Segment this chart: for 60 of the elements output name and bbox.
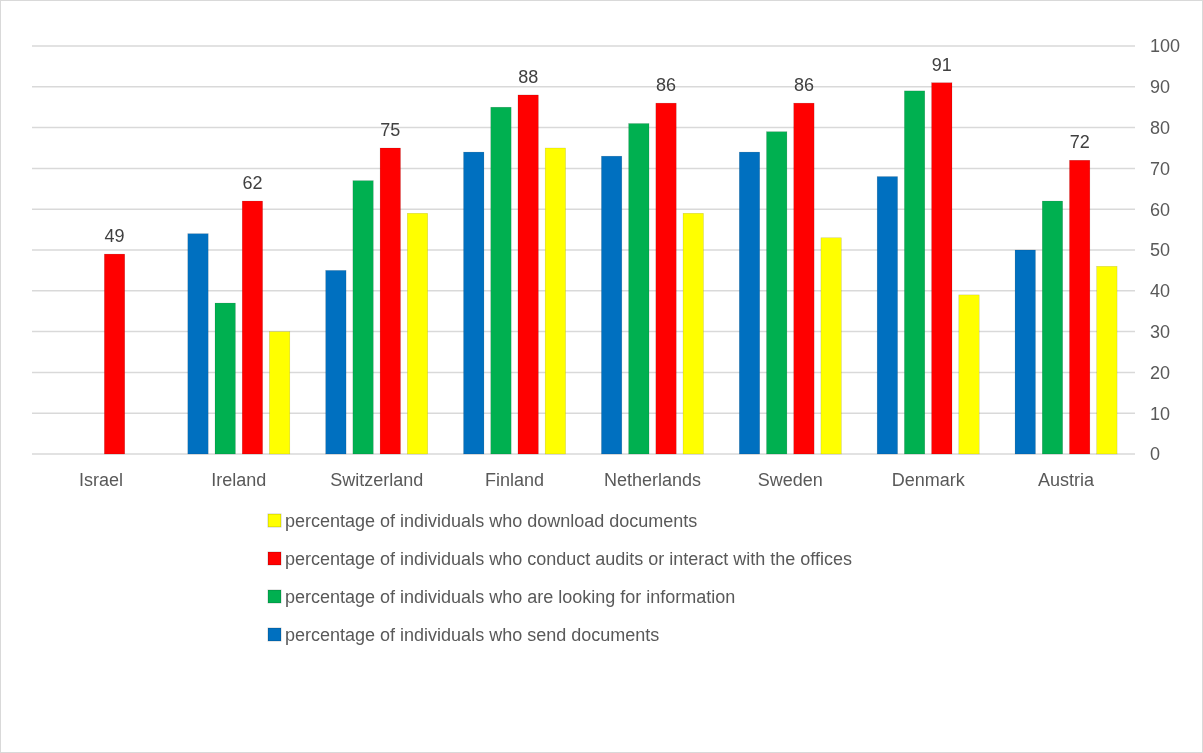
- bar: [352, 180, 374, 455]
- bar: [601, 155, 623, 455]
- legend-label: percentage of individuals who download documents: [285, 511, 698, 532]
- x-tick-label: Denmark: [891, 470, 966, 490]
- bar: [876, 176, 898, 455]
- bar: [1042, 200, 1063, 455]
- x-tick-label: Israel: [78, 470, 123, 490]
- bar: [628, 123, 650, 455]
- x-tick-label: Finland: [485, 470, 545, 490]
- bar: [793, 102, 815, 455]
- bar: [104, 253, 125, 455]
- bar: [269, 331, 291, 455]
- y-tick-label: 40: [1150, 281, 1171, 302]
- bar: [1069, 159, 1091, 455]
- bar: [325, 270, 347, 455]
- x-tick-label: Ireland: [211, 470, 267, 490]
- y-tick-label: 80: [1150, 117, 1171, 138]
- legend-label: percentage of individuals who send documents: [285, 625, 660, 646]
- y-tick-label: 10: [1150, 403, 1171, 424]
- data-label: 86: [656, 75, 677, 96]
- data-label: 86: [793, 75, 814, 96]
- bar: [463, 151, 485, 455]
- bar: [544, 147, 566, 455]
- legend-label: percentage of individuals who conduct audits or interact with the offices: [285, 549, 852, 570]
- y-tick-label: 50: [1150, 240, 1171, 261]
- data-label: 49: [104, 226, 125, 247]
- legend-label: percentage of individuals who are looking for information: [285, 587, 736, 608]
- data-label: 88: [518, 66, 539, 87]
- bar: [931, 82, 953, 455]
- bar: [655, 102, 677, 455]
- x-tick-label: Switzerland: [330, 470, 424, 490]
- bar: [766, 131, 788, 455]
- y-tick-label: 100: [1150, 36, 1181, 57]
- y-tick-label: 90: [1150, 77, 1171, 98]
- data-label: 91: [931, 54, 952, 75]
- y-tick-label: 60: [1150, 199, 1171, 220]
- data-label: 72: [1069, 132, 1090, 153]
- bar: [517, 94, 539, 455]
- y-tick-label: 30: [1150, 321, 1171, 342]
- y-tick-label: 20: [1150, 362, 1171, 383]
- bar: [958, 294, 980, 455]
- bar: [1014, 249, 1036, 455]
- bar: [1096, 266, 1118, 455]
- bar: [490, 106, 512, 455]
- bar: [241, 200, 263, 455]
- bar: [820, 237, 842, 455]
- bar: [214, 302, 236, 455]
- x-tick-label: Austria: [1038, 470, 1096, 490]
- bar: [739, 151, 760, 455]
- bar: [682, 213, 704, 455]
- bar: [904, 90, 926, 455]
- bar: [379, 147, 401, 455]
- y-tick-label: 0: [1150, 444, 1161, 465]
- data-label: 62: [242, 173, 263, 194]
- x-tick-label: Netherlands: [603, 470, 701, 490]
- x-tick-label: Sweden: [757, 470, 823, 490]
- y-tick-label: 70: [1150, 158, 1171, 179]
- bar: [407, 213, 428, 455]
- data-label: 75: [380, 120, 401, 140]
- bar: [187, 233, 209, 455]
